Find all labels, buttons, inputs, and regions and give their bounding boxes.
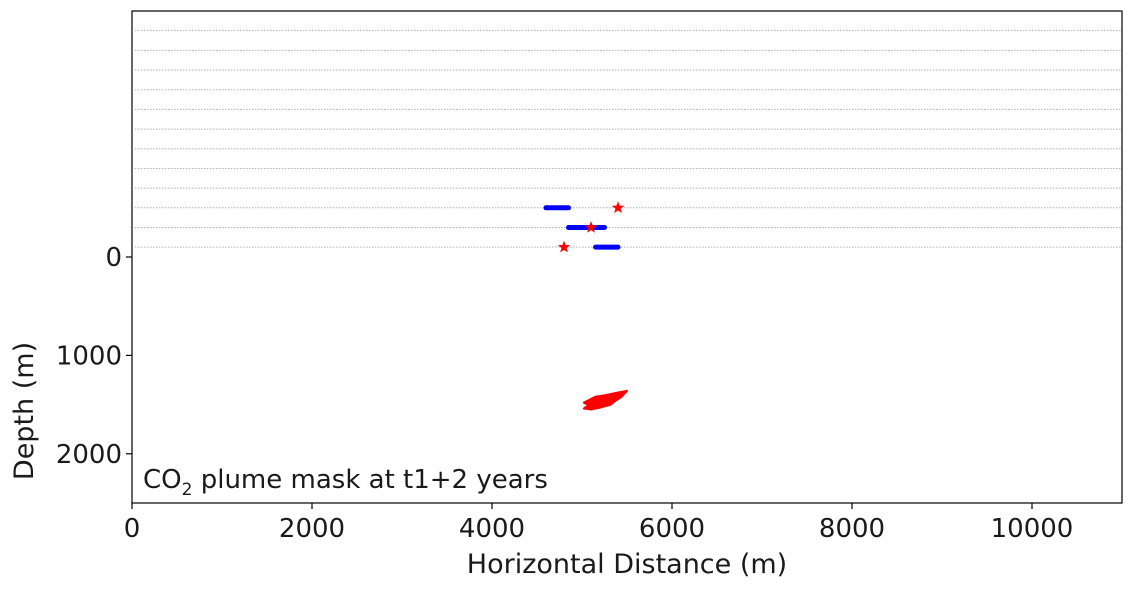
x-tick-label: 6000: [639, 514, 705, 544]
y-tick-label: 0: [105, 243, 122, 273]
data-marks: [543, 201, 628, 411]
source-star: [557, 240, 571, 253]
x-axis-ticks: 0 2000 4000 6000 8000 10000: [124, 503, 1074, 544]
annotation-subscript: 2: [182, 480, 193, 500]
x-tick-label: 2000: [279, 514, 345, 544]
y-tick-label: 2000: [56, 440, 122, 470]
y-tick-label: 1000: [56, 341, 122, 371]
source-star: [611, 201, 625, 214]
x-tick-label: 0: [124, 514, 141, 544]
x-tick-label: 4000: [459, 514, 525, 544]
x-axis-label: Horizontal Distance (m): [467, 549, 787, 580]
plume-region: [582, 389, 628, 411]
y-axis-label: Depth (m): [9, 342, 40, 480]
annotation-prefix: CO: [143, 465, 182, 495]
layer-lines: [135, 30, 1121, 248]
source-star: [584, 220, 598, 233]
annotation-suffix: plume mask at t1+2 years: [192, 465, 547, 495]
x-tick-label: 8000: [819, 514, 885, 544]
x-tick-label: 10000: [991, 514, 1074, 544]
plume-annotation: CO2 plume mask at t1+2 years: [143, 465, 548, 500]
plot-frame: [131, 10, 1123, 504]
y-axis-ticks: 0 1000 2000: [56, 243, 132, 470]
